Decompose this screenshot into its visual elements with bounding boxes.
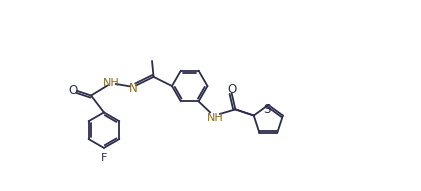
Text: NH: NH [103,78,120,88]
Text: O: O [228,83,237,96]
Text: N: N [129,82,138,95]
Text: S: S [263,103,270,116]
Text: F: F [101,153,107,163]
Text: NH: NH [207,113,224,123]
Text: O: O [68,84,77,97]
